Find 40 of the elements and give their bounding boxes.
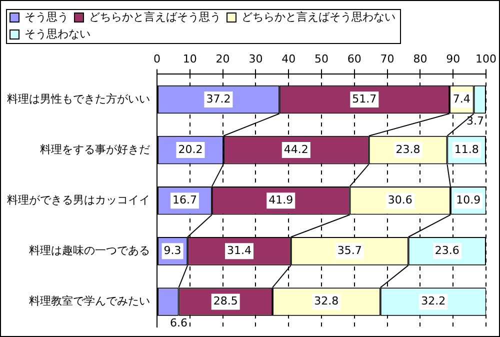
data-label: 3.7 [466,114,484,128]
y-tick-label: 料理教室で学んでみたい [29,294,150,308]
y-tick-label: 料理は趣味の一つである [29,244,150,258]
x-tick-label: 10 [182,52,197,66]
data-label: 44.2 [284,142,308,156]
data-label: 23.6 [434,244,460,258]
legend-label: そう思わない [24,27,90,40]
data-label: 20.2 [178,142,203,156]
data-label: 11.8 [454,142,479,156]
legend-label: どちらかと言えばそう思わない [242,10,396,24]
x-tick-label: 90 [446,52,460,66]
data-label: 28.5 [213,294,238,308]
x-tick-label: 40 [282,52,296,66]
data-label: 51.7 [352,92,377,106]
data-label: 35.7 [337,244,362,258]
x-tick-label: 100 [476,52,496,66]
legend-label: どちらかと言えばそう思う [89,10,221,24]
data-label: 32.2 [421,294,446,308]
x-tick-label: 0 [154,52,160,66]
data-label: 16.7 [172,193,197,206]
data-label: 10.9 [456,193,481,206]
x-tick-label: 60 [347,52,362,66]
y-tick-label: 料理は男性もできた方がいい [7,92,150,106]
y-tick-label: 料理ができる男はカッコイイ [7,193,150,206]
data-label: 6.6 [170,316,188,330]
x-tick-label: 30 [248,52,263,66]
data-label: 31.4 [227,244,252,258]
data-label: 23.8 [396,142,420,156]
data-label: 32.8 [314,294,339,308]
data-label: 9.3 [164,244,182,258]
x-tick-label: 70 [380,52,394,66]
x-tick-label: 80 [413,52,428,66]
data-label: 41.9 [268,193,294,206]
x-tick-label: 50 [314,52,328,66]
legend-label: そう思う [24,10,68,24]
data-label: 30.6 [388,193,412,206]
data-label: 7.4 [452,92,470,106]
x-tick-label: 20 [216,52,230,66]
y-tick-label: 料理をする事が好きだ [40,142,150,156]
data-label: 37.2 [206,92,231,106]
